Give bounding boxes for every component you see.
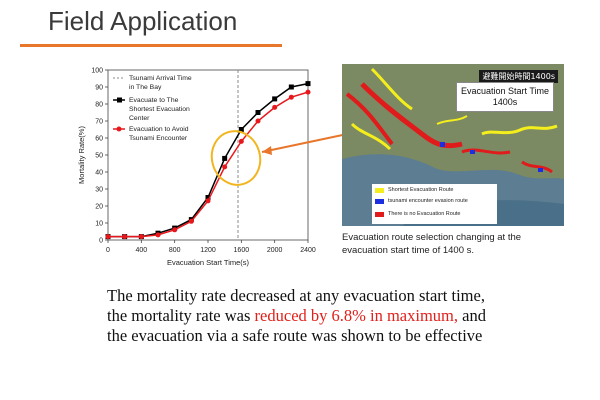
map-caption: Evacuation route selection changing at t… xyxy=(342,232,522,256)
map-time-box: Evacuation Start Time 1400s xyxy=(456,82,554,112)
legend-label: Evacuate to The xyxy=(129,97,179,104)
data-point xyxy=(305,81,311,87)
slide-title: Field Application xyxy=(48,6,238,36)
legend-label: Tsunami Arrival Time xyxy=(129,75,192,82)
y-tick-label: 40 xyxy=(95,170,103,177)
x-tick-label: 2400 xyxy=(300,247,316,254)
y-axis-label: Mortality Rate(%) xyxy=(77,126,86,184)
conclusion-line-2-post: and xyxy=(458,306,486,325)
map-legend-label: There is no Evacuation Route xyxy=(388,211,461,217)
conclusion-line-2-pre: the mortality rate was xyxy=(107,306,255,325)
data-point xyxy=(188,218,194,224)
conclusion-line-3: the evacuation via a safe route was show… xyxy=(107,326,483,345)
x-tick-label: 800 xyxy=(169,247,181,254)
legend-label: Evacuation to Avoid xyxy=(129,126,189,133)
map-legend-item: There is no Evacuation Route xyxy=(375,211,460,217)
data-point xyxy=(288,84,294,90)
conclusion-highlight: reduced by 6.8% in maximum, xyxy=(254,306,459,325)
data-point xyxy=(155,232,161,238)
data-point xyxy=(205,198,211,204)
y-tick-label: 70 xyxy=(95,119,103,126)
evacuation-map: 避難開始時間1400s Evacuation Start Time 1400s … xyxy=(342,64,564,226)
data-point xyxy=(255,110,261,115)
legend-box xyxy=(111,72,215,150)
data-point xyxy=(255,118,261,124)
y-tick-label: 10 xyxy=(95,221,103,228)
conclusion-line-2: the mortality rate was reduced by 6.8% i… xyxy=(107,306,577,326)
y-tick-label: 90 xyxy=(95,85,103,92)
data-point xyxy=(205,195,211,200)
data-point xyxy=(172,227,178,233)
mortality-chart: 0 10 20 30 40 50 60 70 80 90 100 0 400 800 1200 1600 200… xyxy=(77,68,316,268)
legend-label: Tsunami Encounter xyxy=(129,135,188,142)
legend-swatch-red xyxy=(375,211,384,217)
legend-marker xyxy=(117,97,122,103)
conclusion-text: The mortality rate decreased at any evac… xyxy=(107,286,577,346)
data-point xyxy=(238,138,244,144)
data-point xyxy=(238,127,244,132)
data-point xyxy=(305,89,311,95)
y-tick-label: 60 xyxy=(95,136,103,143)
highlight-ellipse xyxy=(210,130,262,186)
x-tick-label: 1600 xyxy=(234,247,250,254)
map-legend: Shortest Evacuation Route tsunami encoun… xyxy=(372,184,497,224)
x-axis-label: Evacuation Start Time(s) xyxy=(167,258,250,267)
x-tick-label: 1200 xyxy=(200,247,216,254)
data-point xyxy=(138,234,144,240)
callout-arrow-line xyxy=(261,132,353,153)
map-box-line2: 1400s xyxy=(492,97,518,107)
y-tick-label: 20 xyxy=(95,204,103,211)
x-tick-label: 0 xyxy=(106,247,110,254)
data-point xyxy=(288,94,294,100)
data-point xyxy=(272,96,278,102)
data-point xyxy=(222,164,228,170)
legend-label: in The Bay xyxy=(129,84,162,91)
y-tick-label: 50 xyxy=(95,153,103,160)
data-point xyxy=(105,234,111,240)
map-legend-item: tsunami encounter evasion route xyxy=(375,198,468,204)
map-corner-label: 避難開始時間1400s xyxy=(479,70,558,83)
legend-marker xyxy=(116,126,122,132)
data-point xyxy=(122,234,128,240)
conclusion-line-1: The mortality rate decreased at any evac… xyxy=(107,286,485,305)
x-tick-label: 400 xyxy=(135,247,147,254)
callout-arrow-head xyxy=(262,146,272,155)
legend-label: Center xyxy=(129,115,150,122)
map-legend-label: Shortest Evacuation Route xyxy=(388,187,454,193)
data-point xyxy=(222,155,228,161)
y-tick-label: 100 xyxy=(91,68,103,75)
y-tick-label: 30 xyxy=(95,187,103,194)
map-box-line1: Evacuation Start Time xyxy=(460,86,550,96)
legend-swatch-yellow xyxy=(375,187,384,193)
y-tick-label: 0 xyxy=(99,238,103,245)
title-underline xyxy=(20,44,282,47)
legend-label: Shortest Evacuation xyxy=(129,106,190,113)
map-legend-item: Shortest Evacuation Route xyxy=(375,187,453,193)
map-legend-label: tsunami encounter evasion route xyxy=(388,198,468,204)
y-tick-label: 80 xyxy=(95,102,103,109)
data-point xyxy=(272,104,278,110)
x-tick-label: 2000 xyxy=(267,247,283,254)
legend-swatch-blue xyxy=(375,198,384,204)
